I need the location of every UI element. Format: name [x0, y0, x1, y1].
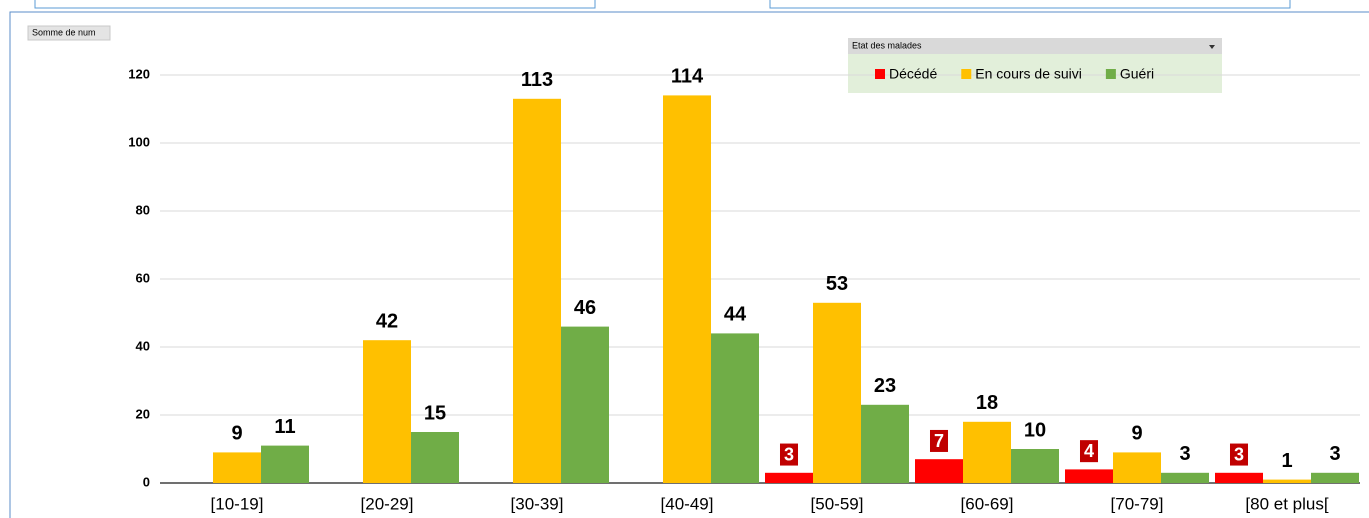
bar	[513, 98, 561, 484]
y-tick-label: 0	[143, 474, 150, 489]
bar	[1215, 472, 1263, 483]
x-tick-label: [60-69]	[961, 494, 1014, 513]
legend-swatch	[875, 69, 885, 79]
data-label: 53	[826, 273, 848, 295]
bar	[261, 445, 309, 483]
data-label-group: 3	[779, 443, 799, 466]
data-label-box	[929, 429, 949, 452]
bar	[1011, 449, 1059, 483]
bar	[561, 326, 609, 483]
chart-frame	[9, 11, 1369, 518]
bar	[663, 95, 711, 484]
x-tick-label: [50-59]	[811, 494, 864, 513]
bar	[1263, 479, 1311, 483]
bar	[861, 404, 909, 483]
data-label: 3	[784, 445, 794, 465]
data-label-box	[1079, 440, 1099, 463]
bar	[363, 340, 411, 483]
data-label-box	[1229, 443, 1249, 466]
data-label: 4	[1084, 441, 1094, 461]
data-label: 3	[1329, 443, 1340, 465]
data-label: 23	[874, 375, 896, 397]
x-tick-label: [30-39]	[511, 494, 564, 513]
bar	[1113, 452, 1161, 483]
x-tick-label: [70-79]	[1111, 494, 1164, 513]
bar	[411, 432, 459, 483]
y-tick-label: 120	[128, 66, 150, 81]
input-box[interactable]	[769, 0, 1291, 9]
x-tick-label: [20-29]	[361, 494, 414, 513]
legend-label: En cours de suivi	[975, 66, 1082, 82]
bar	[711, 333, 759, 483]
input-box[interactable]	[34, 0, 596, 9]
data-label-group: 7	[929, 429, 949, 452]
data-label: 10	[1024, 419, 1046, 441]
data-label: 1	[1281, 450, 1292, 472]
bar	[765, 472, 813, 483]
field-button[interactable]	[27, 25, 111, 41]
data-label-box	[779, 443, 799, 466]
y-tick-label: 20	[136, 406, 150, 421]
y-tick-label: 100	[128, 134, 150, 149]
legend-label: Guéri	[1120, 66, 1154, 82]
bar	[963, 421, 1011, 483]
x-tick-label: [40-49]	[661, 494, 714, 513]
data-label: 9	[231, 423, 242, 445]
data-label: 42	[376, 310, 398, 332]
legend-swatch	[961, 69, 972, 79]
bar	[915, 459, 963, 483]
bar	[1161, 472, 1209, 483]
bar	[213, 452, 261, 483]
x-tick-label: [10-19]	[211, 494, 264, 513]
legend-swatch	[1105, 69, 1116, 79]
y-tick-label: 80	[136, 202, 150, 217]
x-tick-label: [80 et plus[	[1245, 494, 1328, 513]
data-label: 113	[521, 69, 553, 91]
data-label: 3	[1179, 443, 1190, 465]
data-label: 3	[1234, 445, 1244, 465]
data-label: 18	[976, 392, 998, 414]
field-button-label: Somme de num	[32, 27, 96, 37]
bar	[1065, 469, 1113, 483]
data-label-group: 4	[1079, 440, 1099, 463]
data-label-group: 3	[1229, 443, 1249, 466]
data-label: 44	[724, 304, 747, 326]
data-label: 9	[1131, 423, 1142, 445]
data-label: 46	[574, 297, 596, 319]
bar	[1311, 472, 1359, 483]
legend-title: Etat des malades	[852, 40, 922, 50]
y-tick-label: 60	[136, 270, 150, 285]
data-label: 7	[934, 431, 944, 451]
data-label: 15	[424, 402, 446, 424]
dropdown-arrow[interactable]	[1209, 45, 1215, 49]
legend-label: Décédé	[889, 66, 937, 82]
data-label: 114	[671, 66, 704, 88]
bar	[813, 302, 861, 483]
y-tick-label: 40	[136, 338, 150, 353]
data-label: 11	[274, 416, 295, 438]
legend-header[interactable]	[848, 38, 1222, 54]
